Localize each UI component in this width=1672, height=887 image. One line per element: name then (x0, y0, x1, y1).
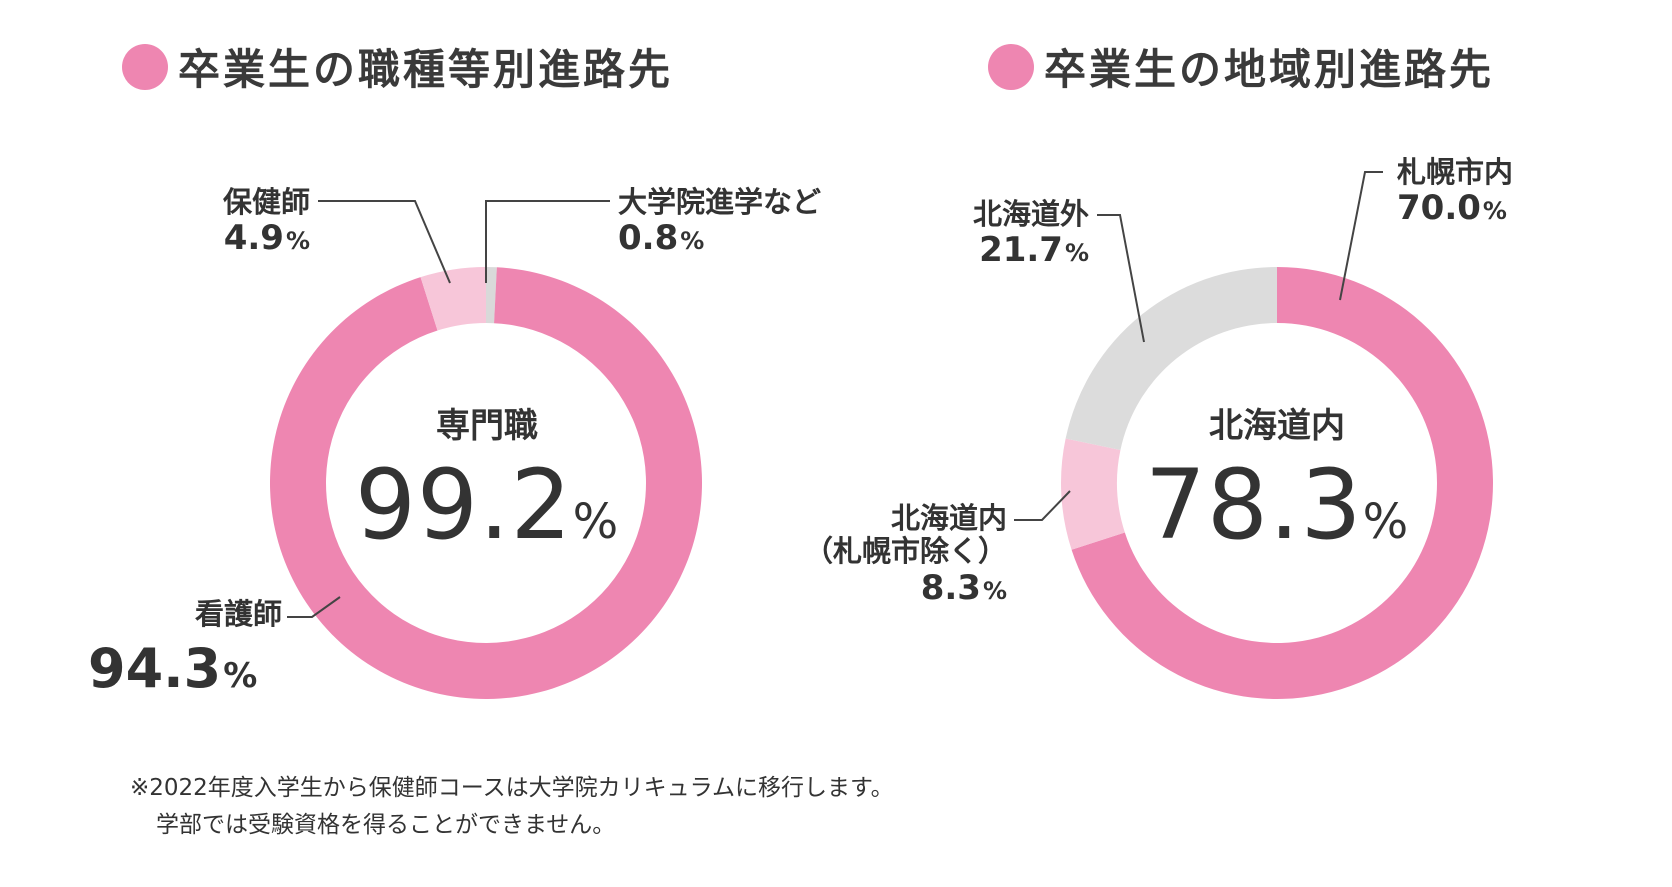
label-outside: 北海道外 21.7% (972, 197, 1089, 271)
leader-line-sapporo (1339, 171, 1383, 301)
occupation-center: 専門職 99.2% (330, 398, 644, 553)
left-chart-title: 卒業生の職種等別進路先 (122, 36, 673, 97)
label-hokkaido-other: 北海道内 （札幌市除く） 8.3% (803, 501, 1007, 608)
leader-line-hokenshi (318, 200, 451, 284)
region-slice-2 (1065, 267, 1277, 451)
occupation-center-unit: % (572, 494, 620, 550)
label-graduate: 大学院進学など 0.8% (618, 185, 822, 259)
footnote-line-1: ※2022年度入学生から保健師コースは大学院カリキュラムに移行します。 (130, 775, 894, 801)
region-center-unit: % (1362, 494, 1410, 550)
label-outside-name: 北海道外 (972, 197, 1089, 231)
leader-lines (287, 171, 1383, 618)
label-hokkaido-other-sublabel: （札幌市除く） (803, 534, 1007, 569)
label-hokenshi-name: 保健師 (222, 185, 310, 219)
leader-line-hokkaido-other (1014, 490, 1071, 521)
occupation-slice-2 (420, 267, 486, 331)
label-hokenshi-value: 4.9 (223, 218, 284, 259)
label-outside-unit: % (1064, 239, 1089, 268)
label-hokkaido-other-name: 北海道内 (890, 501, 1007, 535)
occupation-center-value: 99.2 (354, 449, 573, 561)
occupation-slice-0 (486, 267, 497, 324)
label-kangoshi-unit: % (223, 656, 258, 696)
label-kangoshi-name: 看護師 (194, 597, 282, 631)
leader-line-kangoshi (287, 596, 341, 618)
label-sapporo-name: 札幌市内 (1397, 155, 1514, 189)
right-chart-title: 卒業生の地域別進路先 (988, 36, 1494, 97)
occupation-donut (269, 267, 703, 700)
label-sapporo-value: 70.0 (1397, 188, 1481, 229)
label-outside-value: 21.7 (979, 230, 1063, 271)
region-slice-1 (1060, 438, 1125, 550)
label-graduate-name: 大学院進学など (618, 185, 822, 219)
title-bullet-icon (988, 43, 1034, 90)
left-chart-title-text: 卒業生の職種等別進路先 (178, 45, 674, 94)
footnote-line-2: 学部では受験資格を得ることができません。 (156, 811, 616, 838)
label-hokenshi-unit: % (285, 227, 310, 256)
label-hokenshi: 保健師 4.9% (222, 185, 310, 259)
label-hokkaido-other-value: 8.3 (920, 567, 981, 608)
occupation-center-label: 専門職 (436, 406, 538, 446)
leader-line-outside (1097, 214, 1145, 343)
label-kangoshi-value-block: 94.3% (88, 637, 258, 700)
right-chart-title-text: 卒業生の地域別進路先 (1044, 45, 1495, 94)
region-center-label: 北海道内 (1209, 406, 1345, 446)
label-sapporo: 札幌市内 70.0% (1397, 155, 1514, 229)
label-hokkaido-other-unit: % (982, 576, 1007, 605)
footnote: ※2022年度入学生から保健師コースは大学院カリキュラムに移行します。 学部では… (130, 770, 894, 844)
leader-line-graduate (485, 200, 610, 283)
region-donut (1060, 267, 1493, 699)
region-center: 北海道内 78.3% (1120, 398, 1434, 553)
label-kangoshi: 看護師 (194, 597, 282, 631)
label-sapporo-unit: % (1482, 197, 1507, 226)
title-bullet-icon (122, 43, 168, 90)
label-graduate-value: 0.8 (618, 218, 679, 259)
label-graduate-unit: % (680, 227, 705, 256)
region-center-value: 78.3 (1144, 449, 1363, 561)
label-kangoshi-value: 94.3 (88, 637, 222, 700)
